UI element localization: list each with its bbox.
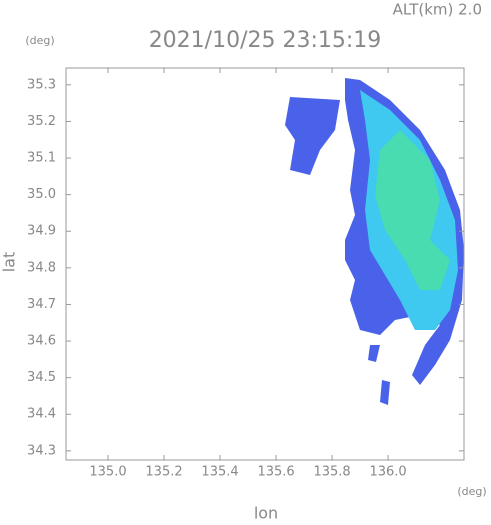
y-tick-label: 34.3 <box>27 443 56 458</box>
x-tick-label: 135.6 <box>257 465 294 480</box>
radar-echo <box>285 78 464 405</box>
y-tick-label: 35.3 <box>27 77 56 92</box>
y-tick-label: 34.4 <box>27 407 56 422</box>
y-tick-label: 35.2 <box>27 114 56 129</box>
x-tick-label: 135.8 <box>313 465 350 480</box>
y-unit: (deg) <box>25 34 54 47</box>
x-unit: (deg) <box>457 485 486 498</box>
x-tick-label: 136.0 <box>369 465 406 480</box>
x-axis-label: lon <box>254 504 278 522</box>
y-tick-label: 34.5 <box>27 370 56 385</box>
y-tick-label: 35.1 <box>27 151 56 166</box>
y-tick-label: 34.8 <box>27 260 56 275</box>
y-tick-label: 34.7 <box>27 297 56 312</box>
y-axis-label: lat <box>0 252 19 273</box>
x-tick-label: 135.0 <box>89 465 126 480</box>
y-tick-label: 35.0 <box>27 187 56 202</box>
chart-title: 2021/10/25 23:15:19 <box>149 28 382 53</box>
chart-subtitle: ALT(km) 2.0 <box>393 1 482 19</box>
x-tick-label: 135.2 <box>145 465 182 480</box>
x-tick-label: 135.4 <box>201 465 238 480</box>
y-tick-label: 34.6 <box>27 334 56 349</box>
plot-frame <box>65 67 465 461</box>
y-tick-label: 34.9 <box>27 224 56 239</box>
